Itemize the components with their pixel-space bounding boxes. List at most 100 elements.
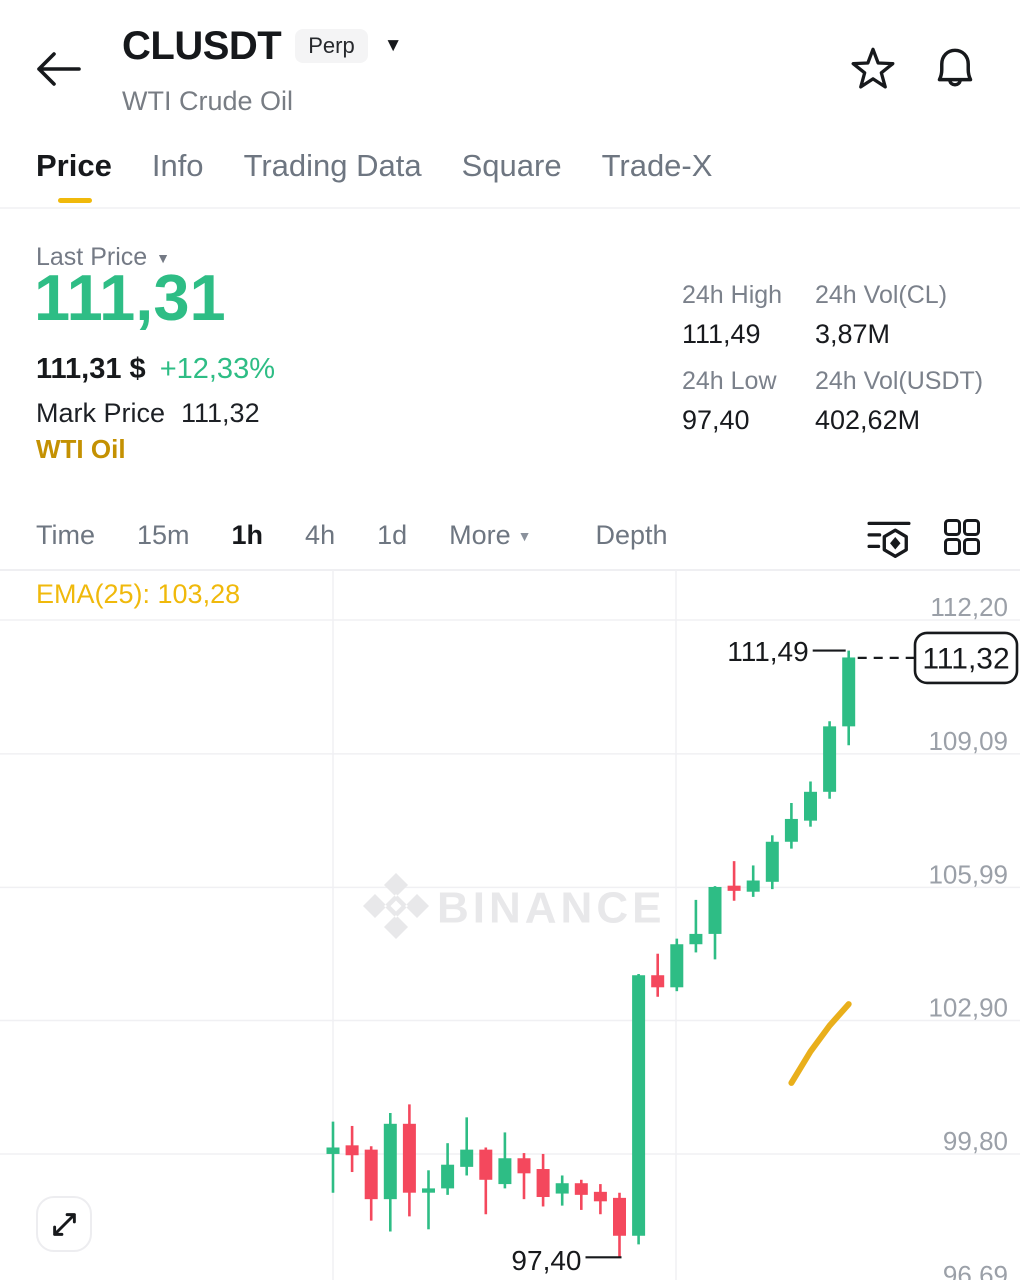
tab-price[interactable]: Price xyxy=(36,148,112,183)
more-label: More xyxy=(449,520,511,550)
watermark-text: BINANCE xyxy=(437,884,665,933)
candle-up xyxy=(784,818,798,842)
candle-down xyxy=(364,1149,378,1200)
fiat-price: 111,31 $ xyxy=(36,353,146,385)
stat-value: 97,40 xyxy=(682,405,750,435)
more-caret-icon: ▼ xyxy=(517,527,532,544)
indicator-settings-button[interactable] xyxy=(866,515,912,564)
tab-trading-data[interactable]: Trading Data xyxy=(243,148,422,183)
candle-up xyxy=(555,1183,569,1194)
expand-icon xyxy=(52,1212,76,1236)
active-tab-underline xyxy=(58,198,92,203)
interval-1d[interactable]: 1d xyxy=(377,520,408,550)
pair-selector-caret-icon[interactable]: ▼ xyxy=(383,35,403,56)
tab-info[interactable]: Info xyxy=(151,148,204,183)
last-price-value: 111,31 xyxy=(34,261,226,334)
candle-down xyxy=(479,1149,493,1180)
contract-type-badge[interactable]: Perp xyxy=(295,29,368,63)
favorite-button[interactable] xyxy=(850,46,896,95)
tab-square[interactable]: Square xyxy=(461,148,562,183)
y-axis-label: 96,69 xyxy=(943,1260,1008,1280)
stat-label: 24h Vol(USDT) xyxy=(815,367,984,395)
back-button[interactable] xyxy=(30,48,86,92)
fiat-price-row: 111,31 $ +12,33% xyxy=(36,353,275,386)
stat-value: 111,49 xyxy=(682,319,761,349)
toolbar-divider xyxy=(0,569,1020,571)
interval-toolbar: Time 15m 1h 4h 1d More ▼ Depth xyxy=(36,520,668,551)
interval-1h[interactable]: 1h xyxy=(231,520,264,550)
candle-up xyxy=(765,841,779,882)
price-type-label: Last Price xyxy=(36,243,148,271)
candle-up xyxy=(632,975,646,1236)
candle-up xyxy=(441,1164,455,1189)
price-change-percent: +12,33% xyxy=(159,353,275,385)
tab-trade-x[interactable]: Trade-X xyxy=(601,148,713,183)
stat-value: 402,62M xyxy=(815,405,921,435)
high-annotation: 111,49 xyxy=(727,636,808,667)
candle-up xyxy=(842,657,856,727)
ema-line xyxy=(788,1001,852,1086)
candle-down xyxy=(613,1197,626,1236)
candle-down xyxy=(727,885,741,891)
candle-down xyxy=(345,1145,359,1156)
candle-up xyxy=(383,1123,397,1200)
candle-up xyxy=(670,944,684,988)
stat-24h-low: 24h Low 97,40 xyxy=(682,367,777,436)
indicator-settings-icon xyxy=(867,521,911,558)
stat-24h-high: 24h High 111,49 xyxy=(682,281,782,350)
candle-up xyxy=(689,933,703,945)
notifications-button[interactable] xyxy=(932,44,978,93)
interval-4h[interactable]: 4h xyxy=(305,520,336,550)
y-axis-label: 102,90 xyxy=(928,992,1008,1022)
mark-price-row: Mark Price 111,32 xyxy=(36,398,260,429)
stat-value: 3,87M xyxy=(815,319,891,349)
tabs-divider xyxy=(0,207,1020,209)
interval-15m[interactable]: 15m xyxy=(137,520,190,550)
candle-up xyxy=(498,1158,512,1185)
y-axis-label: 112,20 xyxy=(930,592,1008,622)
candle-down xyxy=(402,1123,416,1193)
candle-up xyxy=(708,886,722,934)
candle-up xyxy=(422,1188,435,1193)
stat-24h-vol-base: 24h Vol(CL) 3,87M xyxy=(815,281,947,350)
interval-time[interactable]: Time xyxy=(36,520,95,550)
last-price-tag: 111,32 xyxy=(922,642,1009,675)
chart-layout-button[interactable] xyxy=(942,517,982,560)
underlying-asset-link[interactable]: WTI Oil xyxy=(36,434,126,464)
star-icon xyxy=(851,47,895,89)
y-axis-label: 105,99 xyxy=(928,859,1008,889)
view-depth[interactable]: Depth xyxy=(595,520,668,550)
y-axis-label: 109,09 xyxy=(928,726,1008,756)
candle-down xyxy=(517,1158,531,1174)
pair-header: CLUSDT Perp ▼ xyxy=(122,26,403,66)
bell-icon xyxy=(937,48,973,87)
y-axis-label: 99,80 xyxy=(943,1126,1008,1156)
candle-up xyxy=(804,791,817,821)
interval-more-dropdown[interactable]: More ▼ xyxy=(449,520,531,551)
chart-expand-button[interactable] xyxy=(36,1196,92,1252)
pair-subtitle: WTI Crude Oil xyxy=(122,86,294,116)
last-price-tag-box xyxy=(913,631,1019,685)
binance-logo-watermark-icon xyxy=(363,873,429,939)
candle-down xyxy=(651,975,665,988)
mark-price-label: Mark Price xyxy=(36,398,166,428)
candle-up xyxy=(823,726,837,792)
ema-label: EMA(25): 103,28 xyxy=(36,579,240,609)
stat-label: 24h High xyxy=(682,281,783,309)
candle-down xyxy=(593,1191,607,1202)
candle-up xyxy=(460,1149,474,1167)
tab-bar: Price Info Trading Data Square Trade-X xyxy=(36,148,712,184)
stat-label: 24h Low xyxy=(682,367,777,395)
stat-label: 24h Vol(CL) xyxy=(815,281,948,309)
price-type-selector[interactable]: Last Price ▼ xyxy=(36,243,170,272)
stat-24h-vol-quote: 24h Vol(USDT) 402,62M xyxy=(815,367,983,436)
price-type-caret-icon: ▼ xyxy=(156,249,171,266)
price-chart[interactable]: BINANCE 112,20 109,09 105,99 102,90 99,80 96,6… xyxy=(0,570,1020,1280)
back-arrow-icon xyxy=(37,51,81,86)
low-annotation: 97,40 xyxy=(511,1245,581,1276)
mark-price-value: 111,32 xyxy=(181,398,260,428)
candle-up xyxy=(746,880,760,892)
layout-grid-icon xyxy=(944,519,980,555)
candle-down xyxy=(536,1169,550,1198)
